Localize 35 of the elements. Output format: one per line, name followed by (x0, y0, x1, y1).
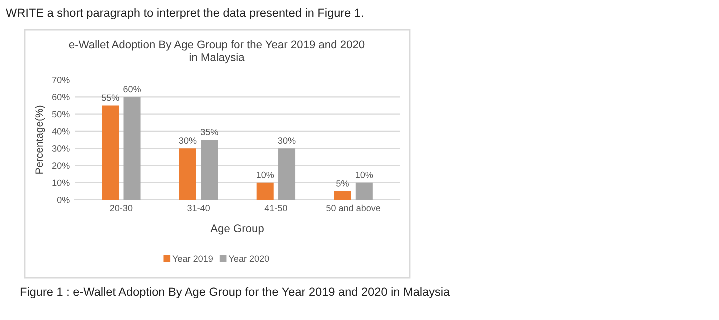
y-tick-label: 20% (52, 162, 70, 170)
y-tick-label: 70% (52, 76, 70, 84)
bar (334, 191, 352, 200)
legend-label: Year 2019 (172, 256, 213, 262)
y-tick-label: 10% (52, 180, 70, 186)
data-label: 10% (356, 172, 374, 178)
data-label: 55% (102, 94, 120, 102)
y-tick-label: 30% (52, 146, 70, 152)
bar (356, 182, 373, 200)
chart-title: e-Wallet Adoption By Age Group for the Year 2019 and 2020 in Malaysia (69, 40, 365, 64)
data-label: 30% (179, 138, 197, 144)
x-tick-label: 50 and above (326, 204, 381, 212)
y-tick-label: 50% (52, 111, 70, 118)
data-label: 5% (336, 180, 349, 187)
x-tick-label: 41-50 (264, 205, 288, 212)
x-axis-title: Age Group (210, 224, 264, 235)
data-label: 35% (200, 129, 218, 136)
caption: Figure 1 : e-Wallet Adoption By Age Group for the Year 2019 and 2020 in Malaysia (20, 287, 450, 299)
bar (102, 106, 120, 200)
x-tick-label: 31-40 (188, 205, 210, 212)
bar (179, 148, 196, 200)
data-label: 10% (257, 172, 274, 178)
y-tick-label: 0% (57, 196, 70, 204)
bar (256, 182, 274, 200)
bar (124, 97, 141, 200)
legend-label: Year 2020 (228, 256, 270, 262)
bar (201, 140, 218, 200)
x-tick-label: 20-30 (110, 205, 133, 212)
data-label: 30% (278, 138, 296, 144)
y-tick-label: 60% (52, 94, 70, 101)
bar (278, 148, 296, 200)
y-axis-title: Percentage(%) (35, 106, 46, 174)
y-tick-label: 40% (52, 128, 70, 135)
text: WRITE a short paragraph to interpret the data presented in Figure 1. (6, 8, 364, 20)
data-label: 60% (124, 86, 141, 93)
